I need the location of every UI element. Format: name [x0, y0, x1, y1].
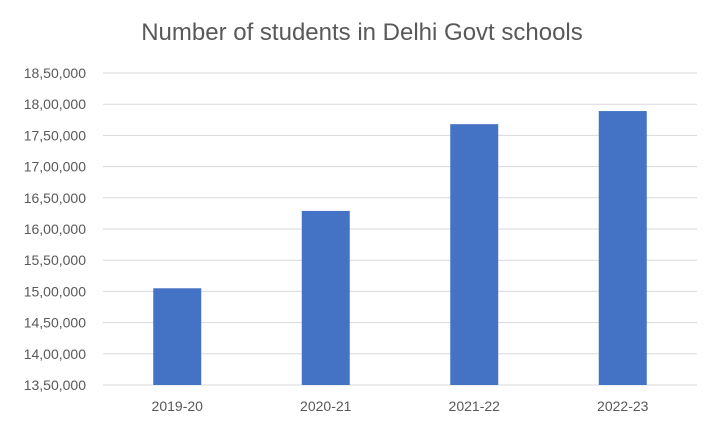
bar-2022-23 [598, 111, 647, 386]
chart-title: Number of students in Delhi Govt schools [141, 19, 583, 46]
y-tick-label: 18,50,000 [24, 65, 86, 81]
y-tick-label: 15,50,000 [24, 252, 86, 268]
x-tick-label: 2019-20 [152, 398, 204, 414]
bar-2021-22 [450, 124, 499, 385]
bar-2019-20 [153, 288, 202, 385]
x-axis-labels: 2019-20 2020-21 2021-22 2022-23 [152, 398, 649, 414]
y-tick-label: 15,00,000 [24, 283, 86, 299]
x-tick-label: 2020-21 [300, 398, 352, 414]
grid-layer [103, 72, 697, 386]
y-tick-label: 14,50,000 [24, 315, 86, 331]
y-axis-labels: 13,50,000 14,00,000 14,50,000 15,00,000 15,5… [24, 65, 86, 393]
y-tick-label: 14,00,000 [24, 346, 86, 362]
x-tick-label: 2022-23 [597, 398, 649, 414]
y-tick-label: 16,50,000 [24, 190, 86, 206]
y-tick-label: 13,50,000 [24, 377, 86, 393]
y-tick-label: 16,00,000 [24, 221, 86, 237]
x-tick-label: 2021-22 [449, 398, 501, 414]
y-tick-label: 17,00,000 [24, 159, 86, 175]
y-tick-label: 17,50,000 [24, 127, 86, 143]
bars-layer [153, 111, 647, 386]
bar-2020-21 [301, 210, 350, 385]
y-tick-label: 18,00,000 [24, 96, 86, 112]
